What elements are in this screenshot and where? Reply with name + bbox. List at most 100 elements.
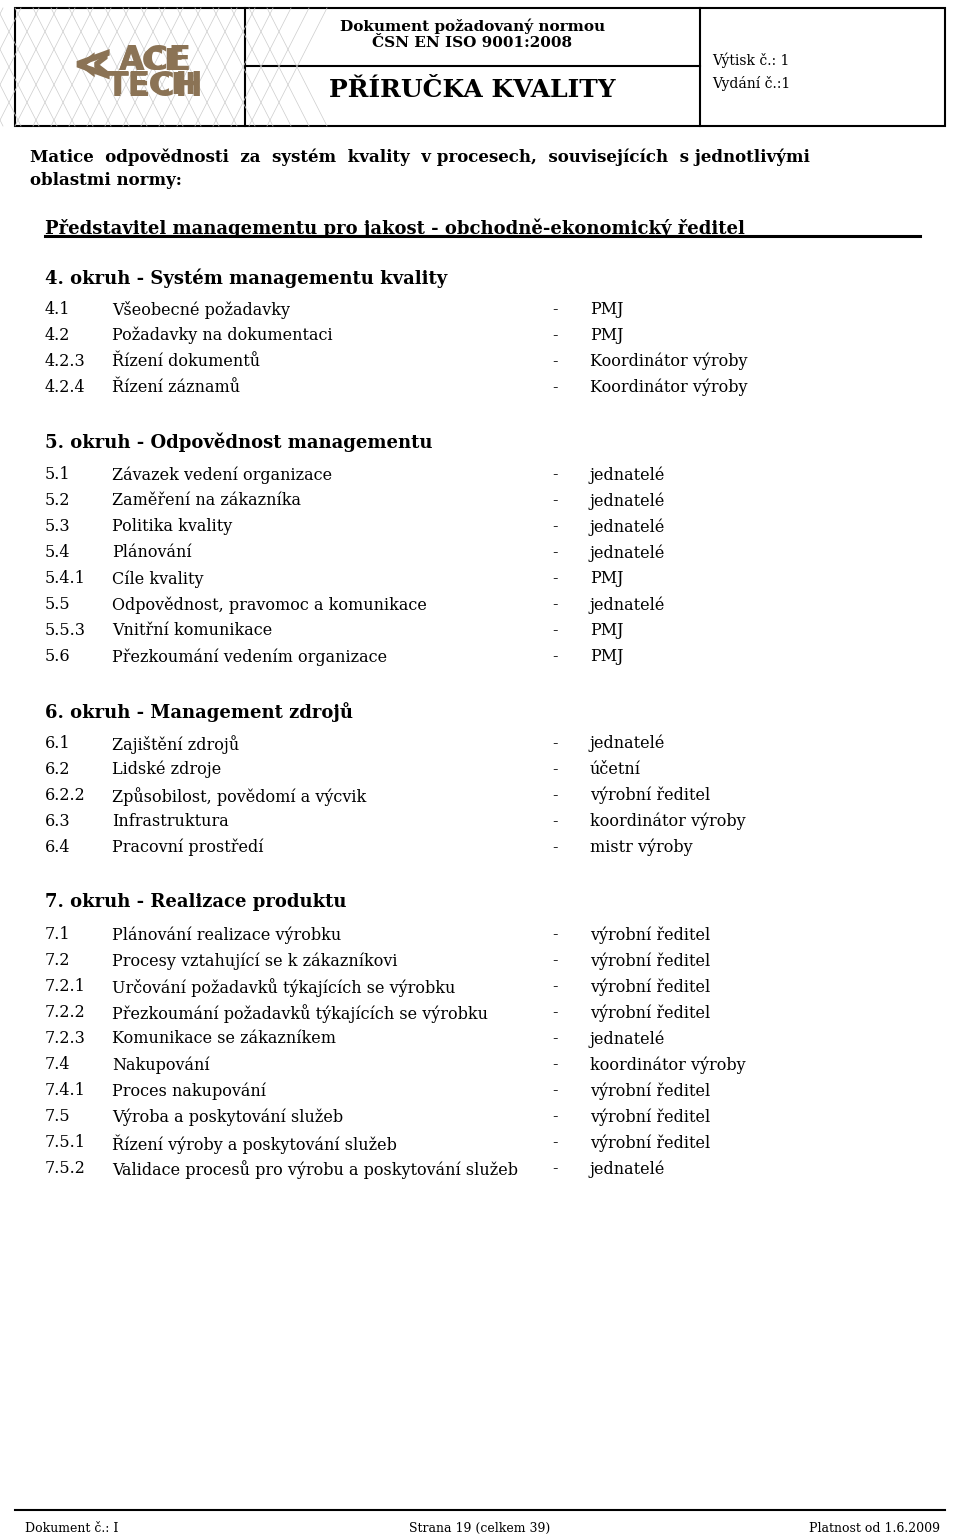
Text: Politika kvality: Politika kvality (112, 519, 232, 536)
Text: -: - (552, 1082, 558, 1099)
Text: výrobní ředitel: výrobní ředitel (590, 1003, 710, 1022)
Text: 5. okruh - Odpovědnost managementu: 5. okruh - Odpovědnost managementu (45, 432, 433, 452)
Text: 5.1: 5.1 (45, 466, 71, 483)
Text: -: - (552, 1056, 558, 1073)
Text: 6.2.2: 6.2.2 (45, 786, 85, 803)
Text: -: - (552, 492, 558, 509)
Text: 7. okruh - Realizace produktu: 7. okruh - Realizace produktu (45, 893, 347, 911)
Text: jednatelé: jednatelé (590, 543, 665, 562)
Text: Přezkoumání požadavků týkajících se výrobku: Přezkoumání požadavků týkajících se výro… (112, 1003, 488, 1023)
Text: PŘÍRUČKA KVALITY: PŘÍRUČKA KVALITY (329, 78, 615, 102)
Text: 4.1: 4.1 (45, 302, 70, 319)
Text: jednatelé: jednatelé (590, 466, 665, 483)
Text: jednatelé: jednatelé (590, 596, 665, 614)
Text: -: - (552, 1108, 558, 1125)
Text: -: - (552, 1003, 558, 1020)
Text: koordinátor výroby: koordinátor výroby (590, 1056, 746, 1074)
Text: Všeobecné požadavky: Všeobecné požadavky (112, 302, 290, 319)
Text: 5.4: 5.4 (45, 543, 70, 562)
Text: PMJ: PMJ (590, 326, 623, 345)
Text: PMJ: PMJ (590, 648, 623, 665)
Text: 7.2.2: 7.2.2 (45, 1003, 85, 1020)
Text: -: - (552, 926, 558, 943)
Text: mistr výroby: mistr výroby (590, 839, 692, 857)
Text: Vnitřní komunikace: Vnitřní komunikace (112, 622, 273, 639)
Text: výrobní ředitel: výrobní ředitel (590, 977, 710, 996)
Text: Výroba a poskytování služeb: Výroba a poskytování služeb (112, 1108, 343, 1125)
Text: 5.4.1: 5.4.1 (45, 569, 85, 586)
Text: 4.2.3: 4.2.3 (45, 352, 85, 369)
Text: -: - (552, 379, 558, 396)
Text: 7.2.1: 7.2.1 (45, 977, 85, 996)
Text: Řízení záznamů: Řízení záznamů (112, 379, 240, 396)
Text: Strana 19 (celkem 39): Strana 19 (celkem 39) (409, 1522, 551, 1534)
Text: 6.2: 6.2 (45, 760, 70, 779)
Text: -: - (552, 569, 558, 586)
Text: 6.3: 6.3 (45, 813, 71, 830)
Text: 5.3: 5.3 (45, 519, 71, 536)
Text: TECH: TECH (106, 71, 204, 103)
Text: -: - (552, 596, 558, 613)
Text: 4.2: 4.2 (45, 326, 70, 345)
Text: jednatelé: jednatelé (590, 519, 665, 536)
Text: Určování požadavků týkajících se výrobku: Určování požadavků týkajících se výrobku (112, 977, 455, 997)
Text: -: - (552, 1134, 558, 1151)
Text: Řízení výroby a poskytování služeb: Řízení výroby a poskytování služeb (112, 1134, 396, 1154)
Text: ČSN EN ISO 9001:2008: ČSN EN ISO 9001:2008 (372, 35, 572, 49)
Text: 7.2: 7.2 (45, 953, 70, 970)
Text: -: - (552, 543, 558, 562)
Text: PMJ: PMJ (590, 569, 623, 586)
Text: ACE: ACE (118, 43, 192, 77)
Text: 7.4: 7.4 (45, 1056, 70, 1073)
Text: 5.6: 5.6 (45, 648, 71, 665)
Text: koordinátor výroby: koordinátor výroby (590, 813, 746, 831)
Text: Představitel managementu pro jakost - obchodně-ekonomický ředitel: Představitel managementu pro jakost - ob… (45, 219, 745, 237)
Text: 5.5: 5.5 (45, 596, 71, 613)
Text: výrobní ředitel: výrobní ředitel (590, 953, 710, 970)
Text: -: - (552, 466, 558, 483)
Text: Komunikace se zákazníkem: Komunikace se zákazníkem (112, 1030, 336, 1047)
Text: Lidské zdroje: Lidské zdroje (112, 760, 221, 779)
Text: 6. okruh - Management zdrojů: 6. okruh - Management zdrojů (45, 702, 353, 722)
Text: Koordinátor výroby: Koordinátor výroby (590, 379, 748, 397)
Text: Plánování realizace výrobku: Plánování realizace výrobku (112, 926, 341, 943)
Text: Proces nakupování: Proces nakupování (112, 1082, 266, 1099)
Text: -: - (552, 1160, 558, 1177)
Text: Způsobilost, povědomí a výcvik: Způsobilost, povědomí a výcvik (112, 786, 367, 806)
Text: Plánování: Plánování (112, 543, 192, 562)
Text: 5.2: 5.2 (45, 492, 70, 509)
Text: 4. okruh - Systém managementu kvality: 4. okruh - Systém managementu kvality (45, 268, 447, 288)
Text: -: - (552, 352, 558, 369)
Text: Závazek vedení organizace: Závazek vedení organizace (112, 466, 332, 483)
Text: výrobní ředitel: výrobní ředitel (590, 1108, 710, 1125)
Text: Infrastruktura: Infrastruktura (112, 813, 228, 830)
Text: PMJ: PMJ (590, 622, 623, 639)
Text: -: - (552, 953, 558, 970)
Bar (15, 8, 945, 126)
Text: Matice  odpovědnosti  za  systém  kvality  v procesech,  souvisejících  s jednot: Matice odpovědnosti za systém kvality v … (30, 148, 810, 166)
Text: Řízení dokumentů: Řízení dokumentů (112, 352, 260, 369)
Text: jednatelé: jednatelé (590, 1030, 665, 1048)
Text: 5.5.3: 5.5.3 (45, 622, 86, 639)
Text: «: « (77, 40, 113, 94)
Text: Zaměření na zákazníka: Zaměření na zákazníka (112, 492, 301, 509)
Text: -: - (552, 519, 558, 536)
Text: PMJ: PMJ (590, 302, 623, 319)
Text: TECH: TECH (108, 71, 197, 100)
Text: ACE: ACE (119, 46, 185, 75)
Text: Procesy vztahující se k zákazníkovi: Procesy vztahující se k zákazníkovi (112, 953, 397, 970)
Text: -: - (552, 326, 558, 345)
Text: -: - (552, 786, 558, 803)
Text: Odpovědnost, pravomoc a komunikace: Odpovědnost, pravomoc a komunikace (112, 596, 427, 614)
Text: Validace procesů pro výrobu a poskytování služeb: Validace procesů pro výrobu a poskytován… (112, 1160, 518, 1179)
Text: 6.1: 6.1 (45, 736, 71, 753)
Text: Výtisk č.: 1: Výtisk č.: 1 (712, 52, 789, 69)
Text: 7.5.2: 7.5.2 (45, 1160, 85, 1177)
Text: -: - (552, 760, 558, 779)
Text: Platnost od 1.6.2009: Platnost od 1.6.2009 (809, 1522, 940, 1534)
Text: jednatelé: jednatelé (590, 492, 665, 509)
Text: 6.4: 6.4 (45, 839, 70, 856)
Text: -: - (552, 302, 558, 319)
Text: 7.5: 7.5 (45, 1108, 71, 1125)
Text: jednatelé: jednatelé (590, 736, 665, 753)
